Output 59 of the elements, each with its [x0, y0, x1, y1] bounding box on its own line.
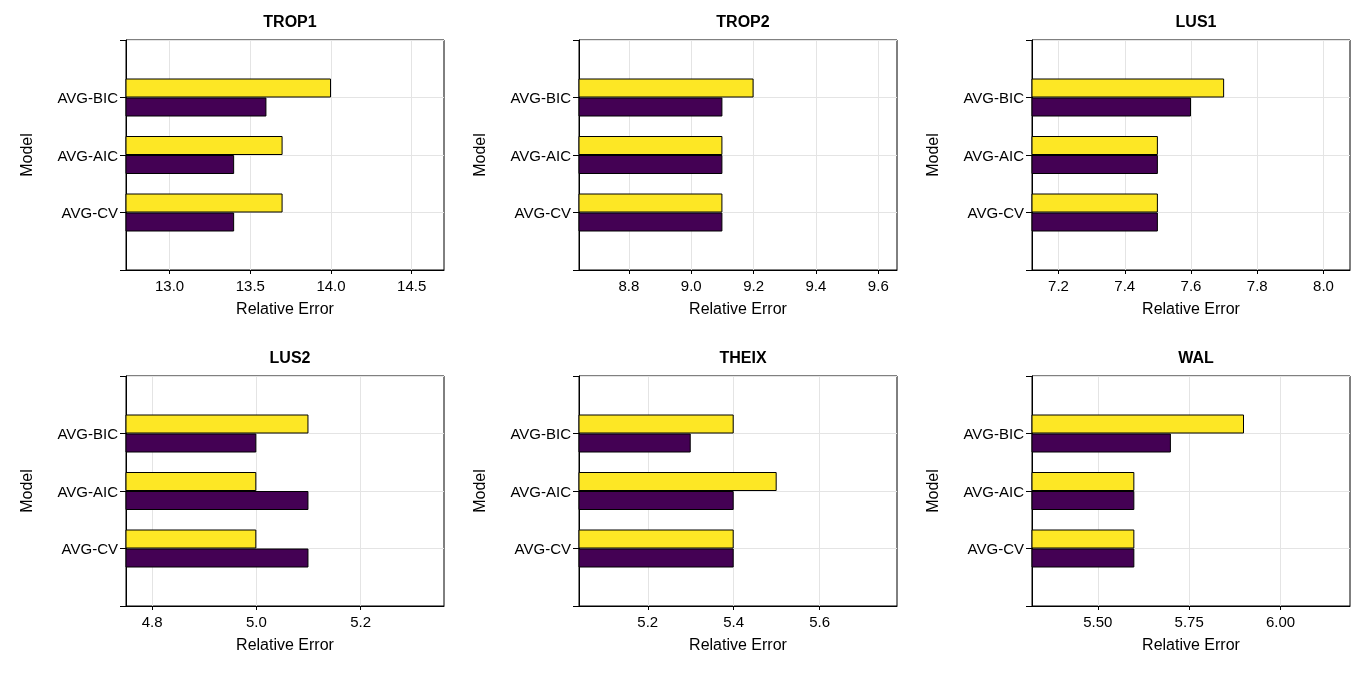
y-axis-title: Model: [17, 133, 35, 177]
x-tick-label: 5.50: [1083, 613, 1113, 630]
x-tick-label: 14.0: [316, 277, 346, 294]
x-tick-label: 6.00: [1265, 613, 1296, 630]
x-tick-label: 4.8: [141, 613, 163, 630]
y-tick-label: AVG-CV: [514, 204, 571, 221]
x-axis-title: Relative Error: [1142, 635, 1241, 653]
x-tick-label: 9.6: [867, 277, 889, 294]
y-tick-label: AVG-BIC: [963, 89, 1025, 106]
y-tick-label: AVG-AIC: [510, 482, 572, 500]
x-tick-label: 9.4: [805, 277, 827, 294]
x-axis-title: Relative Error: [689, 635, 788, 653]
x-tick-label: 8.8: [618, 277, 640, 294]
x-tick-label: 8.0: [1313, 277, 1334, 294]
y-tick-label: AVG-CV: [967, 540, 1024, 557]
x-tick-label: 5.0: [245, 613, 267, 630]
chart-title: TROP1: [263, 12, 317, 30]
x-tick-label: 13.5: [235, 277, 265, 294]
x-tick-label: 14.5: [397, 277, 427, 294]
chart-title: TROP2: [716, 12, 770, 30]
y-tick-label: AVG-AIC: [510, 146, 572, 164]
x-tick-label: 5.6: [809, 613, 831, 630]
y-axis-title: Model: [923, 133, 941, 177]
x-axis-title: Relative Error: [1142, 299, 1241, 317]
y-tick-label: AVG-CV: [61, 204, 118, 221]
x-axis-title: Relative Error: [236, 299, 335, 317]
y-tick-label: AVG-AIC: [963, 482, 1025, 500]
x-tick-label: 5.4: [723, 613, 745, 630]
x-tick-label: 9.0: [680, 277, 702, 294]
y-tick-label: AVG-CV: [967, 204, 1024, 221]
x-tick-label: 9.2: [743, 277, 765, 294]
y-axis-title: Model: [470, 469, 488, 513]
chart-title: LUS2: [269, 348, 311, 366]
x-axis-title: Relative Error: [236, 635, 335, 653]
y-tick-label: AVG-CV: [514, 540, 571, 557]
x-tick-label: 7.8: [1246, 277, 1268, 294]
x-tick-label: 7.2: [1048, 277, 1069, 294]
y-axis-title: Model: [17, 469, 35, 513]
y-tick-label: AVG-BIC: [963, 425, 1025, 442]
chart-title: LUS1: [1175, 12, 1217, 30]
x-tick-label: 5.75: [1174, 613, 1204, 630]
y-tick-label: AVG-AIC: [963, 146, 1025, 164]
y-tick-label: AVG-BIC: [57, 89, 119, 106]
y-axis-title: Model: [923, 469, 941, 513]
y-tick-label: AVG-BIC: [57, 425, 119, 442]
y-tick-label: AVG-AIC: [57, 482, 119, 500]
y-axis-title: Model: [470, 133, 488, 177]
x-tick-label: 5.2: [637, 613, 659, 630]
x-tick-label: 13.0: [154, 277, 185, 294]
chart-title: THEIX: [719, 348, 767, 366]
x-tick-label: 5.2: [350, 613, 372, 630]
y-tick-label: AVG-CV: [61, 540, 118, 557]
chart-title: WAL: [1178, 348, 1214, 366]
x-tick-label: 7.6: [1180, 277, 1202, 294]
x-axis-title: Relative Error: [689, 299, 788, 317]
y-tick-label: AVG-BIC: [510, 425, 572, 442]
x-tick-label: 7.4: [1114, 277, 1136, 294]
y-tick-label: AVG-AIC: [57, 146, 119, 164]
y-tick-label: AVG-BIC: [510, 89, 572, 106]
